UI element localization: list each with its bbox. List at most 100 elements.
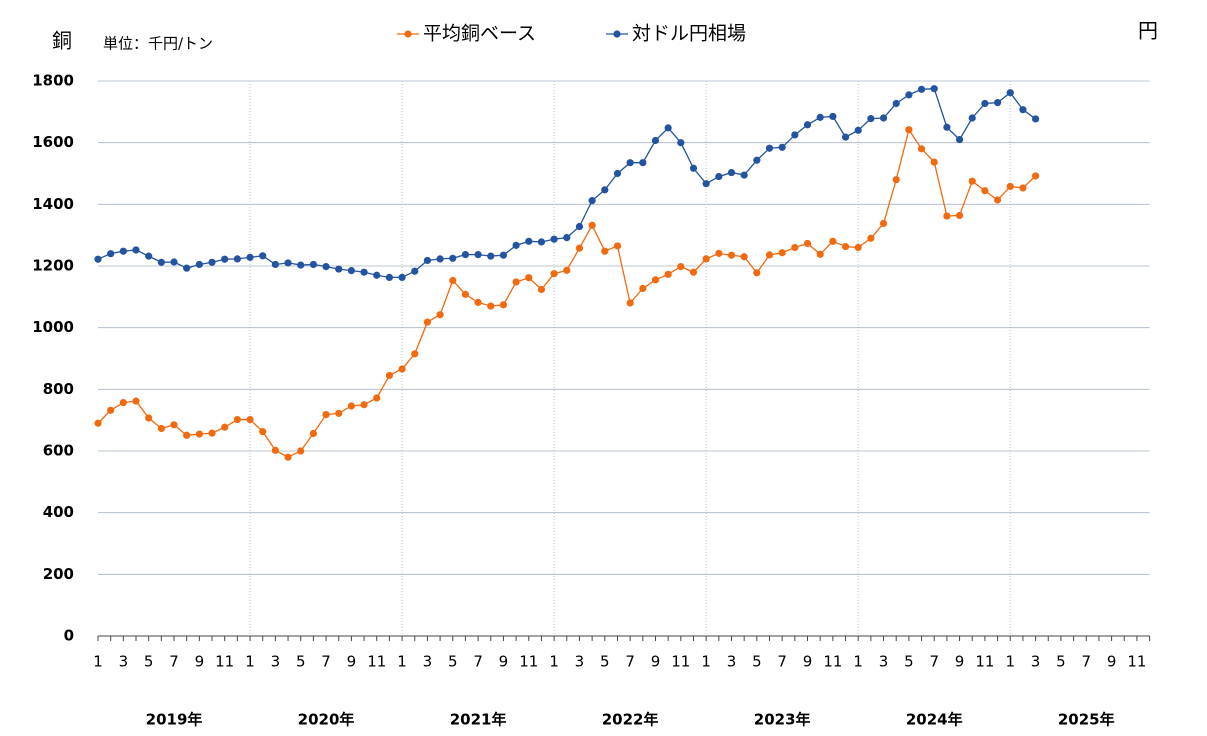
data-point <box>221 423 229 431</box>
data-point <box>436 255 444 263</box>
data-point <box>233 415 241 424</box>
x-tick-label: 11 <box>367 653 386 671</box>
data-point <box>955 135 964 144</box>
data-point <box>879 219 888 228</box>
y-tick-label: 1800 <box>32 72 74 90</box>
data-point <box>297 447 305 455</box>
x-tick-label: 7 <box>321 653 331 671</box>
data-point <box>626 299 634 307</box>
data-point <box>525 237 533 245</box>
y-tick-label: 200 <box>43 565 74 583</box>
data-point <box>373 394 381 402</box>
data-point <box>474 250 482 259</box>
data-point <box>208 258 216 266</box>
data-point <box>993 98 1002 107</box>
data-point <box>512 278 520 286</box>
data-point <box>385 371 394 380</box>
data-point <box>512 241 520 249</box>
data-point <box>499 301 508 309</box>
data-point <box>601 186 609 194</box>
data-point <box>195 260 203 269</box>
data-point <box>525 274 533 282</box>
data-point <box>385 273 394 282</box>
left-axis-label: 銅 <box>52 29 72 53</box>
x-tick-label: 1 <box>701 653 711 671</box>
x-tick-label: 5 <box>904 653 914 671</box>
data-point <box>411 267 419 275</box>
data-point <box>778 143 786 151</box>
data-point <box>613 169 622 178</box>
x-tick-label: 7 <box>929 653 939 671</box>
data-point <box>639 159 647 167</box>
x-tick-label: 7 <box>473 653 483 671</box>
data-point <box>715 249 723 257</box>
data-point <box>639 284 647 293</box>
data-point <box>677 263 685 271</box>
unit-label: 単位：千円/トン <box>103 35 213 53</box>
x-tick-label: 9 <box>499 653 509 671</box>
year-label: 2019年 <box>146 711 203 729</box>
data-point <box>449 276 457 285</box>
data-point <box>233 255 241 263</box>
x-tick-label: 1 <box>245 653 255 671</box>
data-point <box>119 247 127 255</box>
data-point <box>398 365 406 373</box>
data-point <box>727 168 736 177</box>
x-tick-label: 5 <box>752 653 762 671</box>
data-point <box>1019 106 1027 114</box>
data-point <box>791 243 799 252</box>
x-tick-label: 3 <box>727 653 737 671</box>
x-tick-label: 9 <box>195 653 205 671</box>
data-point <box>803 239 812 248</box>
x-tick-label: 11 <box>215 653 234 671</box>
data-point <box>601 247 609 255</box>
x-tick-label: 9 <box>1107 653 1117 671</box>
data-point <box>651 136 660 145</box>
y-tick-label: 1600 <box>32 133 74 151</box>
x-tick-label: 11 <box>671 653 690 671</box>
x-tick-label: 3 <box>423 653 433 671</box>
legend-label: 平均銅ベース <box>423 23 536 45</box>
data-point <box>765 251 774 259</box>
data-point <box>651 276 660 284</box>
data-point <box>981 187 989 195</box>
data-point <box>132 397 140 405</box>
data-point <box>829 237 837 245</box>
data-point <box>943 123 951 131</box>
data-point <box>841 242 850 251</box>
data-point <box>905 126 913 134</box>
data-point <box>550 270 558 278</box>
data-point <box>715 172 723 181</box>
x-tick-label: 1 <box>549 653 559 671</box>
data-point <box>588 221 596 229</box>
data-point <box>867 234 875 242</box>
data-point <box>854 126 862 134</box>
data-point <box>930 85 938 93</box>
data-point <box>449 254 457 262</box>
x-tick-label: 1 <box>853 653 863 671</box>
x-tick-label: 5 <box>144 653 154 671</box>
data-point <box>132 246 140 254</box>
data-point <box>968 177 976 185</box>
data-point <box>968 114 976 122</box>
data-point <box>1019 184 1027 192</box>
legend-marker <box>613 30 621 38</box>
data-point <box>537 238 546 246</box>
y-tick-label: 1000 <box>32 318 74 336</box>
data-point <box>145 414 153 422</box>
data-point <box>575 222 584 231</box>
data-point <box>563 234 571 242</box>
data-point <box>1006 89 1014 97</box>
data-point <box>917 85 926 93</box>
data-point <box>157 424 165 433</box>
x-tick-label: 5 <box>600 653 610 671</box>
x-tick-label: 7 <box>169 653 179 671</box>
data-point <box>347 267 355 275</box>
data-point <box>309 260 317 269</box>
data-point <box>170 421 178 429</box>
data-point <box>626 159 634 167</box>
year-label: 2020年 <box>298 711 355 729</box>
data-point <box>981 99 989 108</box>
x-tick-label: 5 <box>1056 653 1066 671</box>
